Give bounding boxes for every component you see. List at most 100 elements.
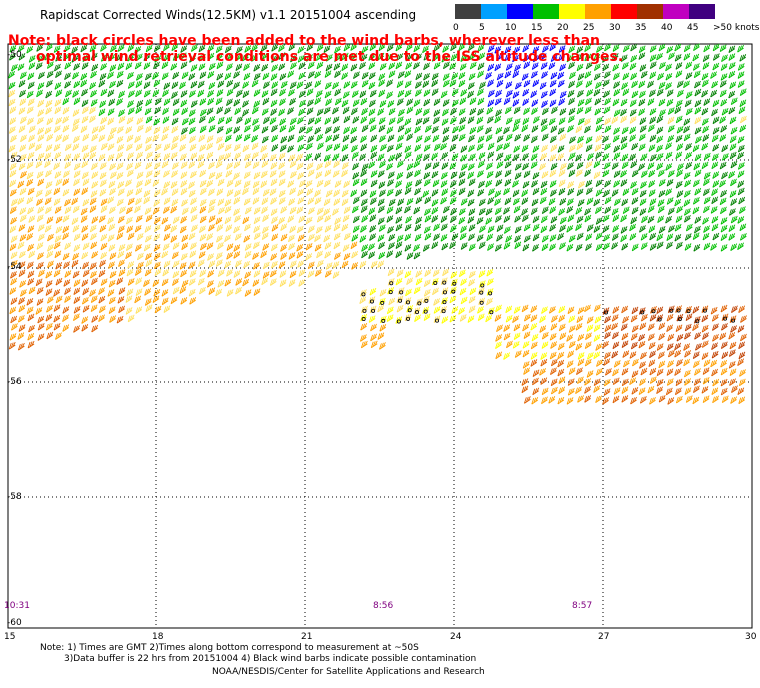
wind-barb	[296, 206, 304, 215]
wind-barb	[630, 396, 637, 405]
wind-barb	[252, 118, 259, 126]
wind-barb	[242, 53, 249, 62]
wind-barb	[738, 396, 746, 405]
wind-barb	[190, 100, 198, 108]
wind-barb	[648, 225, 656, 234]
wind-barb	[54, 206, 62, 214]
wind-barb	[630, 333, 638, 341]
wind-barb	[117, 296, 125, 304]
wind-barb	[512, 315, 519, 324]
wind-barb	[217, 178, 225, 187]
wind-barb	[171, 251, 179, 260]
wind-barb	[541, 234, 549, 243]
wind-barb	[261, 135, 269, 144]
wind-barb	[164, 224, 171, 232]
wind-barb	[603, 106, 611, 114]
wind-barb	[98, 134, 106, 143]
wind-barb	[99, 259, 106, 268]
wind-barb	[81, 144, 89, 153]
wind-barb	[575, 125, 583, 134]
wind-barb	[307, 117, 315, 125]
wind-barb	[27, 81, 35, 90]
wind-barb	[738, 206, 746, 214]
wind-barb	[8, 98, 16, 107]
wind-barb	[378, 43, 386, 52]
wind-barb	[683, 369, 691, 378]
wind-barb	[450, 271, 458, 279]
wind-barb	[467, 82, 475, 90]
wind-barb	[594, 107, 602, 116]
wind-barb	[477, 88, 484, 97]
wind-barb	[405, 215, 412, 224]
wind-barb	[450, 278, 458, 287]
wind-barb	[235, 134, 243, 142]
wind-barb	[46, 117, 54, 126]
wind-barb	[404, 205, 411, 214]
wind-barb	[190, 170, 197, 179]
wind-barb	[242, 100, 249, 108]
wind-barb	[207, 52, 215, 61]
wind-barb	[368, 207, 376, 215]
wind-barb	[548, 396, 556, 404]
wind-barb	[721, 351, 729, 360]
wind-barb	[252, 241, 260, 250]
wind-barb	[532, 116, 540, 124]
wind-barb	[730, 325, 737, 333]
wind-barb	[512, 54, 519, 63]
wind-barb	[188, 117, 196, 126]
wind-barb	[487, 151, 495, 159]
wind-barb	[397, 287, 405, 295]
wind-barb	[180, 269, 188, 278]
wind-barb	[737, 187, 745, 196]
wind-barb	[676, 333, 684, 342]
wind-barb	[152, 295, 160, 304]
wind-barb	[334, 97, 342, 106]
wind-barb	[37, 252, 44, 260]
wind-barb	[469, 107, 477, 116]
wind-barb	[117, 215, 125, 224]
wind-barb	[557, 396, 565, 405]
wind-barb	[638, 307, 646, 315]
wind-barb	[586, 370, 594, 378]
wind-barb	[737, 44, 744, 53]
wind-barb	[694, 106, 702, 115]
wind-barb	[109, 270, 117, 279]
wind-barb	[496, 152, 504, 161]
wind-barb	[163, 305, 171, 313]
wind-barb	[458, 171, 466, 179]
wind-barb	[540, 352, 548, 360]
wind-barb	[378, 224, 386, 232]
wind-barb	[341, 169, 348, 178]
wind-barb	[458, 79, 466, 88]
wind-barb	[45, 288, 53, 296]
wind-barb	[675, 115, 683, 124]
wind-barb	[316, 133, 324, 142]
quality-flag-circle	[480, 283, 485, 288]
wind-barb	[431, 79, 439, 88]
wind-barb	[584, 304, 591, 313]
wind-barb	[27, 206, 34, 215]
wind-barb	[109, 80, 116, 89]
wind-barb	[315, 90, 323, 98]
wind-barb	[306, 162, 314, 170]
wind-barb	[667, 116, 675, 125]
wind-barb	[108, 180, 116, 189]
wind-barb	[127, 197, 135, 206]
wind-barb	[108, 98, 116, 107]
wind-barb	[576, 161, 584, 170]
wind-barb	[702, 232, 710, 241]
wind-barb	[612, 331, 619, 340]
wind-barb	[622, 350, 630, 358]
wind-barb	[378, 124, 386, 133]
wind-barb	[55, 261, 63, 270]
wind-barb	[235, 278, 243, 286]
wind-barb	[135, 214, 143, 223]
wind-barb	[584, 214, 592, 223]
wind-barb	[685, 107, 693, 116]
wind-barb	[667, 397, 675, 405]
wind-barb	[108, 223, 116, 232]
wind-barb	[676, 205, 684, 214]
wind-barb	[280, 233, 288, 242]
wind-barb	[701, 107, 709, 116]
wind-barb	[602, 79, 610, 87]
